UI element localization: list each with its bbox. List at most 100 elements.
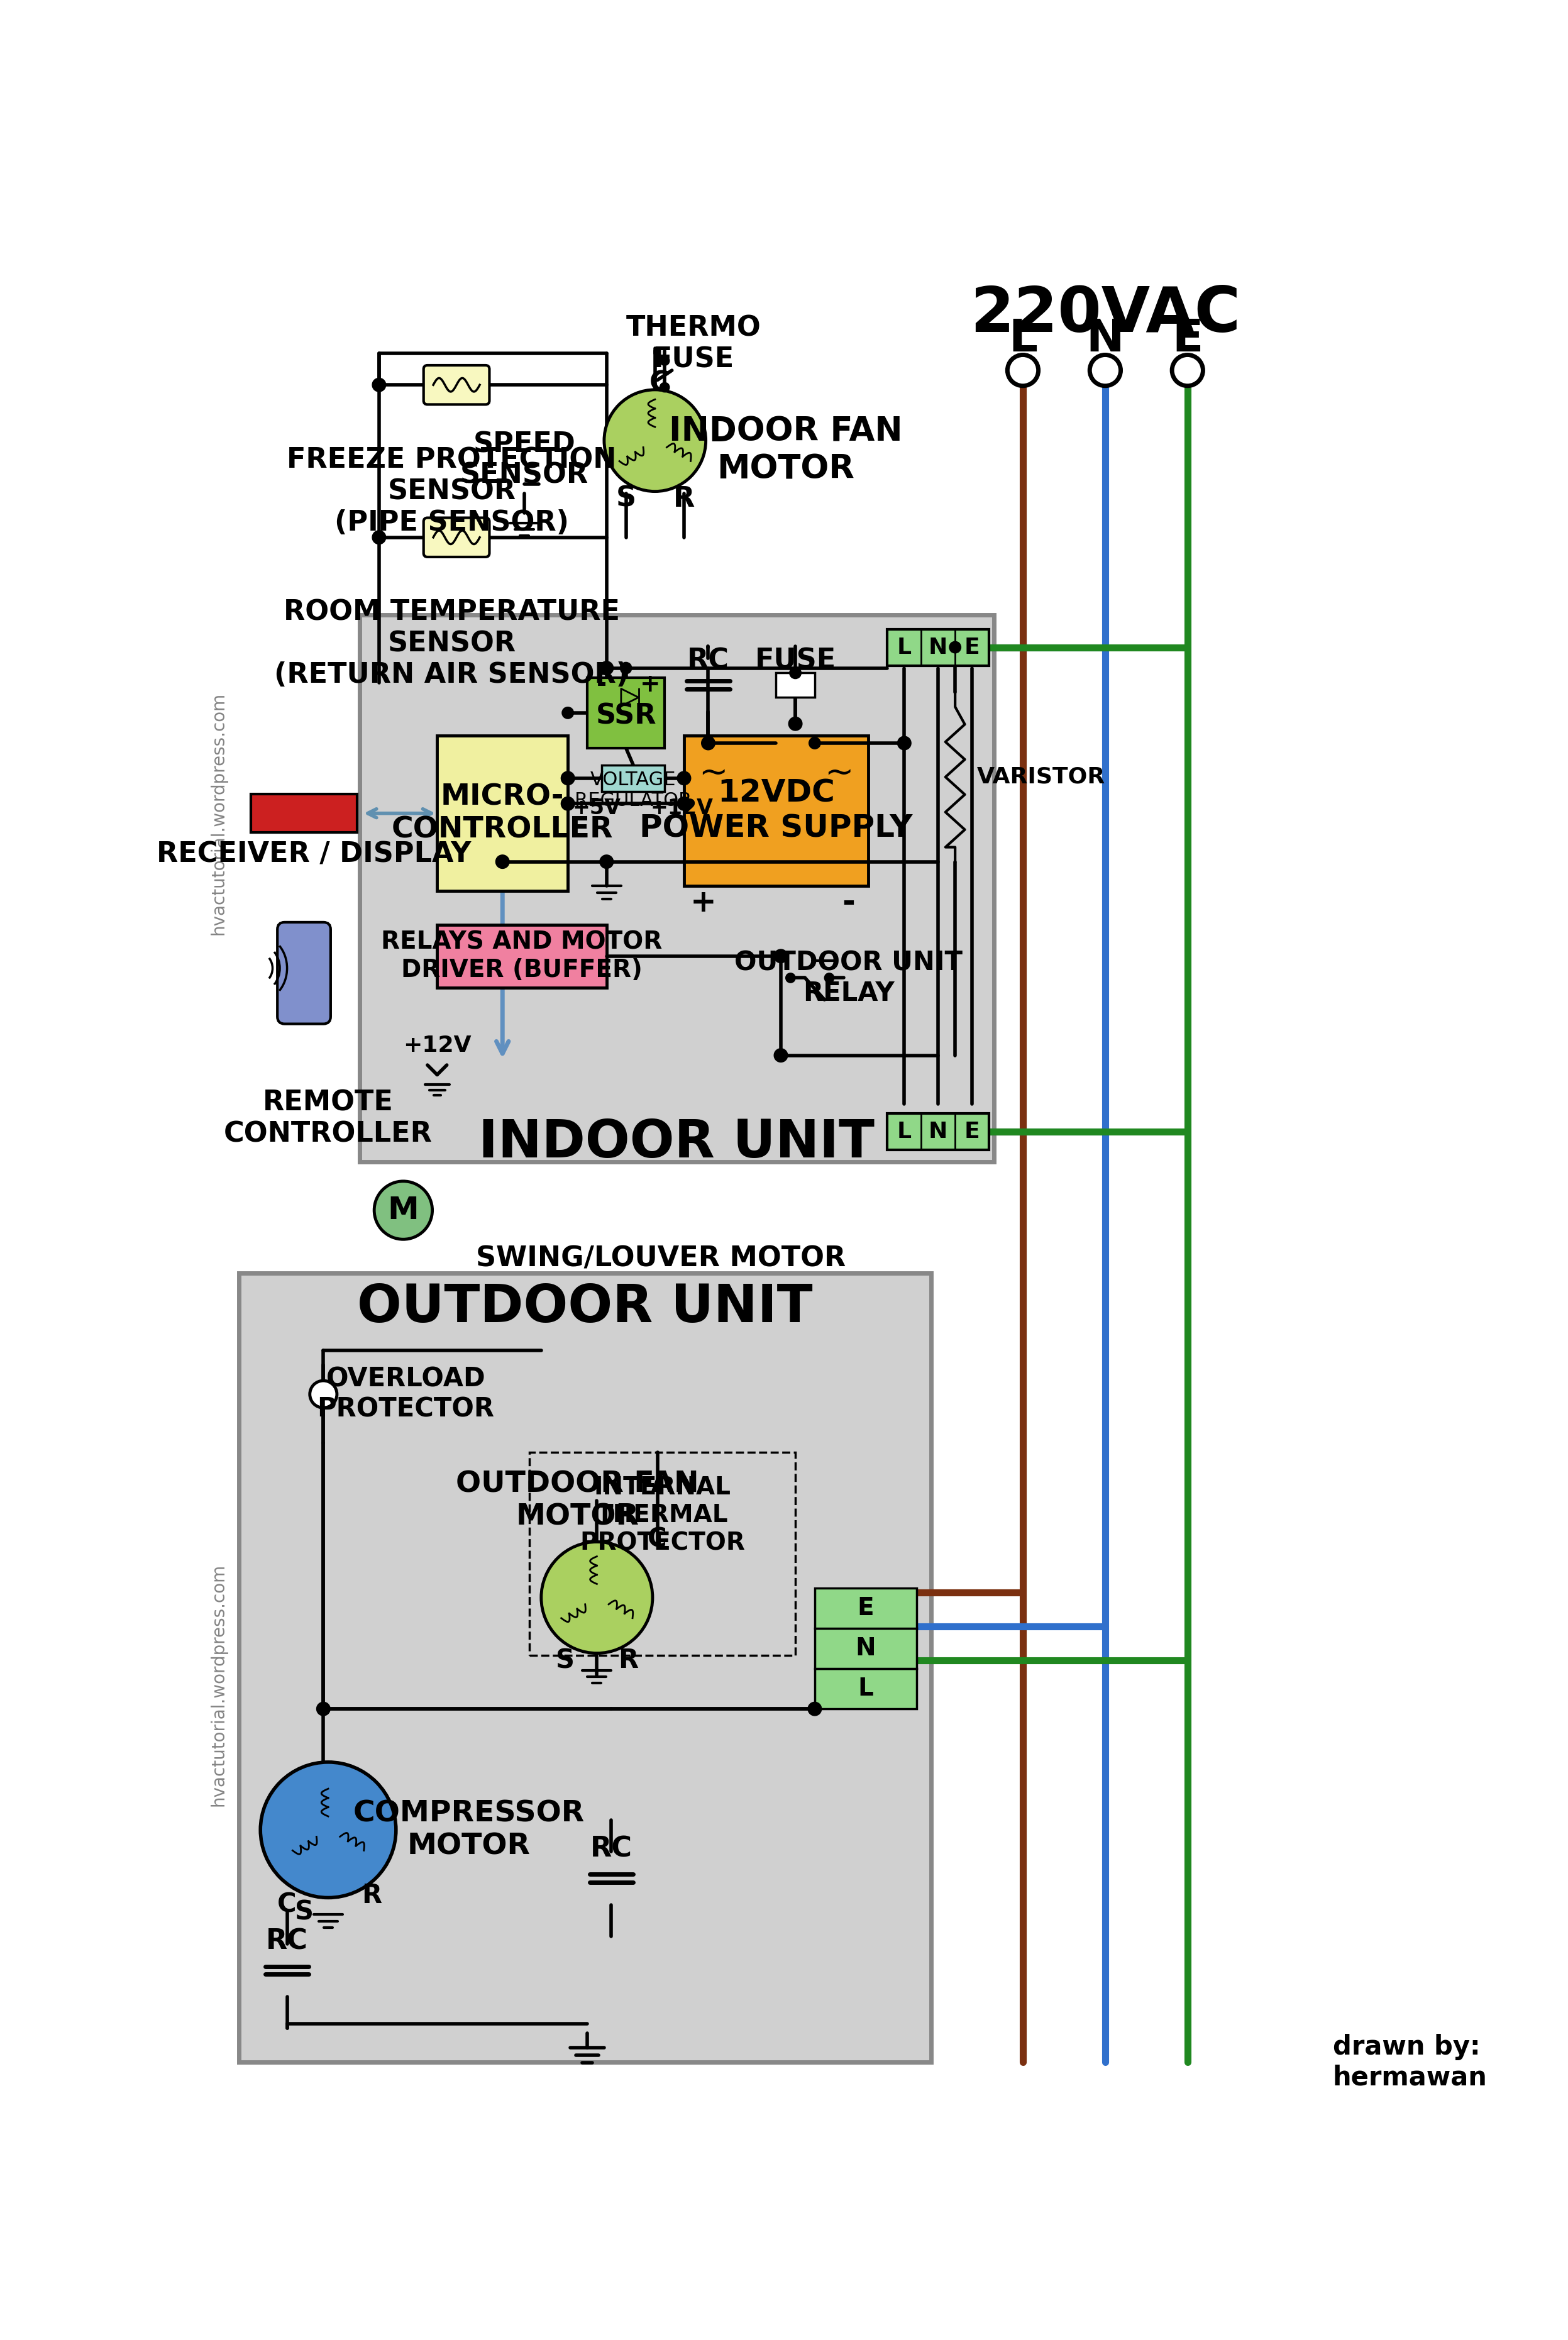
Circle shape: [789, 716, 803, 730]
Circle shape: [310, 1381, 337, 1409]
Circle shape: [601, 854, 613, 868]
Text: +: +: [640, 674, 660, 697]
Text: S: S: [295, 1900, 314, 1926]
Bar: [437, 735, 568, 892]
Bar: [602, 765, 665, 791]
Text: C: C: [278, 1891, 296, 1919]
Text: R: R: [673, 484, 695, 512]
Text: SSR: SSR: [596, 702, 657, 730]
Text: INDOOR FAN
MOTOR: INDOOR FAN MOTOR: [670, 414, 903, 484]
Circle shape: [677, 798, 691, 810]
Circle shape: [660, 381, 670, 393]
Bar: [528, 1453, 795, 1657]
Text: +: +: [690, 887, 717, 917]
Text: FREEZE PROTECTION
SENSOR
(PIPE SENSOR): FREEZE PROTECTION SENSOR (PIPE SENSOR): [287, 447, 616, 536]
FancyBboxPatch shape: [423, 517, 489, 557]
Text: OUTDOOR FAN
MOTOR: OUTDOOR FAN MOTOR: [456, 1470, 699, 1530]
Circle shape: [601, 662, 613, 674]
Text: S: S: [616, 484, 637, 512]
Circle shape: [561, 798, 574, 810]
Text: C: C: [648, 1526, 666, 1554]
FancyBboxPatch shape: [423, 365, 489, 405]
Circle shape: [619, 662, 632, 674]
Text: N: N: [928, 636, 947, 658]
Bar: [815, 1589, 916, 1629]
Text: -: -: [842, 887, 855, 917]
Text: L: L: [1008, 318, 1038, 360]
Bar: [586, 679, 665, 749]
Text: L: L: [858, 1678, 873, 1701]
Circle shape: [1007, 356, 1038, 386]
Text: E: E: [964, 1121, 980, 1142]
FancyBboxPatch shape: [278, 922, 331, 1025]
Circle shape: [809, 737, 820, 749]
Text: N: N: [1087, 318, 1124, 360]
Circle shape: [317, 1701, 331, 1715]
Bar: [437, 924, 607, 987]
Text: R: R: [362, 1881, 383, 1909]
Text: COMPRESSOR
MOTOR: COMPRESSOR MOTOR: [353, 1799, 585, 1860]
Text: +12V: +12V: [403, 1034, 472, 1055]
Text: hvactutorial.wordpress.com: hvactutorial.wordpress.com: [210, 1563, 227, 1806]
Bar: [887, 629, 989, 665]
Circle shape: [660, 356, 670, 365]
Circle shape: [561, 707, 574, 718]
Circle shape: [372, 379, 386, 391]
Text: SPEED
SENSOR: SPEED SENSOR: [459, 431, 588, 489]
Text: ROOM TEMPERATURE
SENSOR
(RETURN AIR SENSOR): ROOM TEMPERATURE SENSOR (RETURN AIR SENS…: [274, 599, 629, 688]
Circle shape: [808, 1701, 822, 1715]
Text: N: N: [928, 1121, 947, 1142]
Text: INDOOR UNIT: INDOOR UNIT: [478, 1116, 875, 1168]
Text: RC: RC: [687, 648, 729, 674]
Text: OUTDOOR UNIT: OUTDOOR UNIT: [358, 1282, 812, 1331]
Text: +5V: +5V: [572, 798, 621, 819]
Bar: [815, 1668, 916, 1708]
Text: S: S: [557, 1647, 575, 1673]
Text: M: M: [387, 1196, 419, 1226]
Text: E: E: [858, 1596, 873, 1619]
Text: 12VDC
POWER SUPPLY: 12VDC POWER SUPPLY: [640, 779, 913, 842]
Text: SWING/LOUVER MOTOR: SWING/LOUVER MOTOR: [475, 1245, 845, 1273]
Bar: [238, 1273, 931, 2062]
Circle shape: [786, 973, 795, 983]
Text: 220VAC: 220VAC: [971, 283, 1240, 346]
Text: REMOTE
CONTROLLER: REMOTE CONTROLLER: [224, 1088, 433, 1147]
Circle shape: [375, 1182, 433, 1240]
Circle shape: [1171, 356, 1203, 386]
Text: RECEIVER / DISPLAY: RECEIVER / DISPLAY: [157, 840, 470, 868]
Text: RC: RC: [267, 1928, 309, 1954]
Circle shape: [495, 854, 510, 868]
Bar: [251, 793, 358, 833]
Text: L: L: [897, 636, 911, 658]
Circle shape: [541, 1542, 652, 1652]
Circle shape: [949, 641, 961, 653]
Circle shape: [561, 772, 574, 784]
Circle shape: [775, 950, 787, 962]
Circle shape: [677, 772, 691, 784]
Text: INTERNAL
THERMAL
PROTECTOR: INTERNAL THERMAL PROTECTOR: [580, 1477, 745, 1554]
Circle shape: [260, 1762, 397, 1898]
Bar: [815, 1629, 916, 1668]
Text: C: C: [649, 370, 670, 398]
Circle shape: [897, 737, 911, 749]
Text: hvactutorial.wordpress.com: hvactutorial.wordpress.com: [210, 693, 227, 934]
Circle shape: [775, 1048, 787, 1062]
Text: -: -: [597, 674, 607, 697]
Bar: [776, 674, 815, 697]
Bar: [887, 1114, 989, 1149]
Bar: [684, 735, 869, 887]
Text: VARISTOR: VARISTOR: [977, 765, 1105, 789]
Circle shape: [790, 667, 801, 679]
Text: E: E: [964, 636, 980, 658]
Text: drawn by:
hermawan: drawn by: hermawan: [1333, 2033, 1488, 2090]
Circle shape: [604, 391, 706, 491]
Text: RELAYS AND MOTOR
DRIVER (BUFFER): RELAYS AND MOTOR DRIVER (BUFFER): [381, 931, 662, 983]
Text: VOLTAGE
REGULATOR: VOLTAGE REGULATOR: [574, 770, 691, 810]
Circle shape: [372, 531, 386, 545]
Text: L: L: [897, 1121, 911, 1142]
Circle shape: [701, 737, 715, 749]
Text: ~: ~: [698, 756, 728, 791]
Text: +12V: +12V: [651, 798, 713, 819]
Text: OVERLOAD
PROTECTOR: OVERLOAD PROTECTOR: [317, 1367, 494, 1423]
Text: RC: RC: [590, 1837, 632, 1863]
